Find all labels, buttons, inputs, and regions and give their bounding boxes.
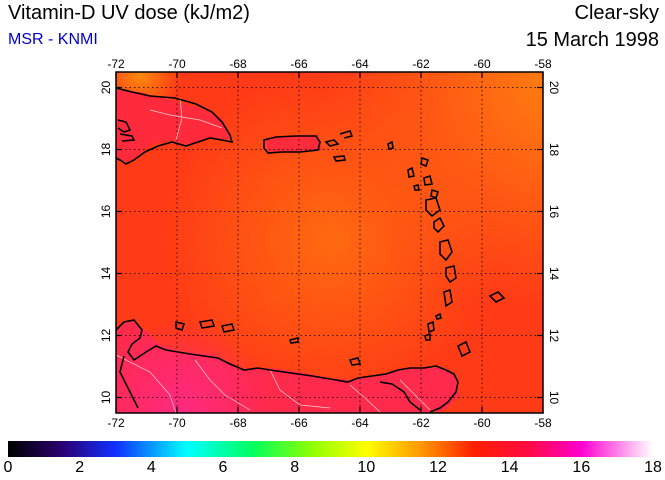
lon-label: -66 <box>290 57 308 71</box>
lat-label: 12 <box>547 329 561 343</box>
colorbar-tick-label: 12 <box>429 459 447 476</box>
colorbar-tick-label: 2 <box>75 459 85 476</box>
colorbar-labels: 0 2 4 6 8 10 12 14 16 18 <box>0 459 665 479</box>
map-frame <box>115 71 544 414</box>
longitude-labels-bottom: -72 -70 -68 -66 -64 -62 -60 -58 <box>107 416 552 430</box>
lat-label: 14 <box>99 267 113 281</box>
colorbar <box>8 441 653 457</box>
lon-label: -64 <box>351 57 369 71</box>
lon-label: -60 <box>473 416 491 430</box>
lat-label: 20 <box>547 81 561 95</box>
colorbar-tick-label: 8 <box>290 459 300 476</box>
lat-label: 16 <box>99 205 113 219</box>
south-america-coast <box>116 319 459 413</box>
lon-label: -68 <box>229 416 247 430</box>
lat-label: 16 <box>547 205 561 219</box>
lon-label: -72 <box>107 416 125 430</box>
national-borders <box>116 97 431 413</box>
lon-label: -58 <box>534 57 552 71</box>
lon-label: -72 <box>107 57 125 71</box>
lat-label: 18 <box>99 143 113 157</box>
colorbar-tick-label: 0 <box>3 459 13 476</box>
lon-label: -70 <box>168 416 186 430</box>
lon-label: -60 <box>473 57 491 71</box>
map-graticule <box>116 72 543 413</box>
hispaniola-coast <box>116 87 234 165</box>
colorbar-tick-label: 10 <box>357 459 376 476</box>
lat-label: 10 <box>99 391 113 405</box>
lat-label: 12 <box>99 329 113 343</box>
longitude-labels-top: -72 -70 -68 -66 -64 -62 -60 -58 <box>107 57 552 71</box>
lat-label: 18 <box>547 143 561 157</box>
lon-label: -62 <box>412 416 430 430</box>
latitude-labels-left: 10 12 14 16 18 20 <box>99 81 113 405</box>
lat-label: 20 <box>99 81 113 95</box>
lon-label: -58 <box>534 416 552 430</box>
uv-dose-field <box>116 72 543 413</box>
colorbar-tick-label: 6 <box>218 459 228 476</box>
coastlines <box>116 87 506 413</box>
lon-label: -70 <box>168 57 186 71</box>
colorbar-tick-label: 18 <box>644 459 662 476</box>
lon-label: -62 <box>412 57 430 71</box>
lat-label: 10 <box>547 391 561 405</box>
latitude-labels-right: 10 12 14 16 18 20 <box>547 81 561 405</box>
colorbar-tick-label: 14 <box>500 459 519 476</box>
credit-label: MSR - KNMI <box>8 31 98 48</box>
lon-label: -64 <box>351 416 369 430</box>
lon-label: -66 <box>290 416 308 430</box>
colorbar-tick-label: 4 <box>146 459 156 476</box>
sky-condition: Clear-sky <box>574 2 659 24</box>
map-tick-marks <box>115 72 544 413</box>
map-date: 15 March 1998 <box>525 29 659 51</box>
lat-label: 14 <box>547 267 561 281</box>
colorbar-tick-label: 16 <box>572 459 591 476</box>
lon-label: -68 <box>229 57 247 71</box>
map-title: Vitamin-D UV dose (kJ/m2) <box>8 2 250 24</box>
puerto-rico-coast <box>263 135 321 154</box>
